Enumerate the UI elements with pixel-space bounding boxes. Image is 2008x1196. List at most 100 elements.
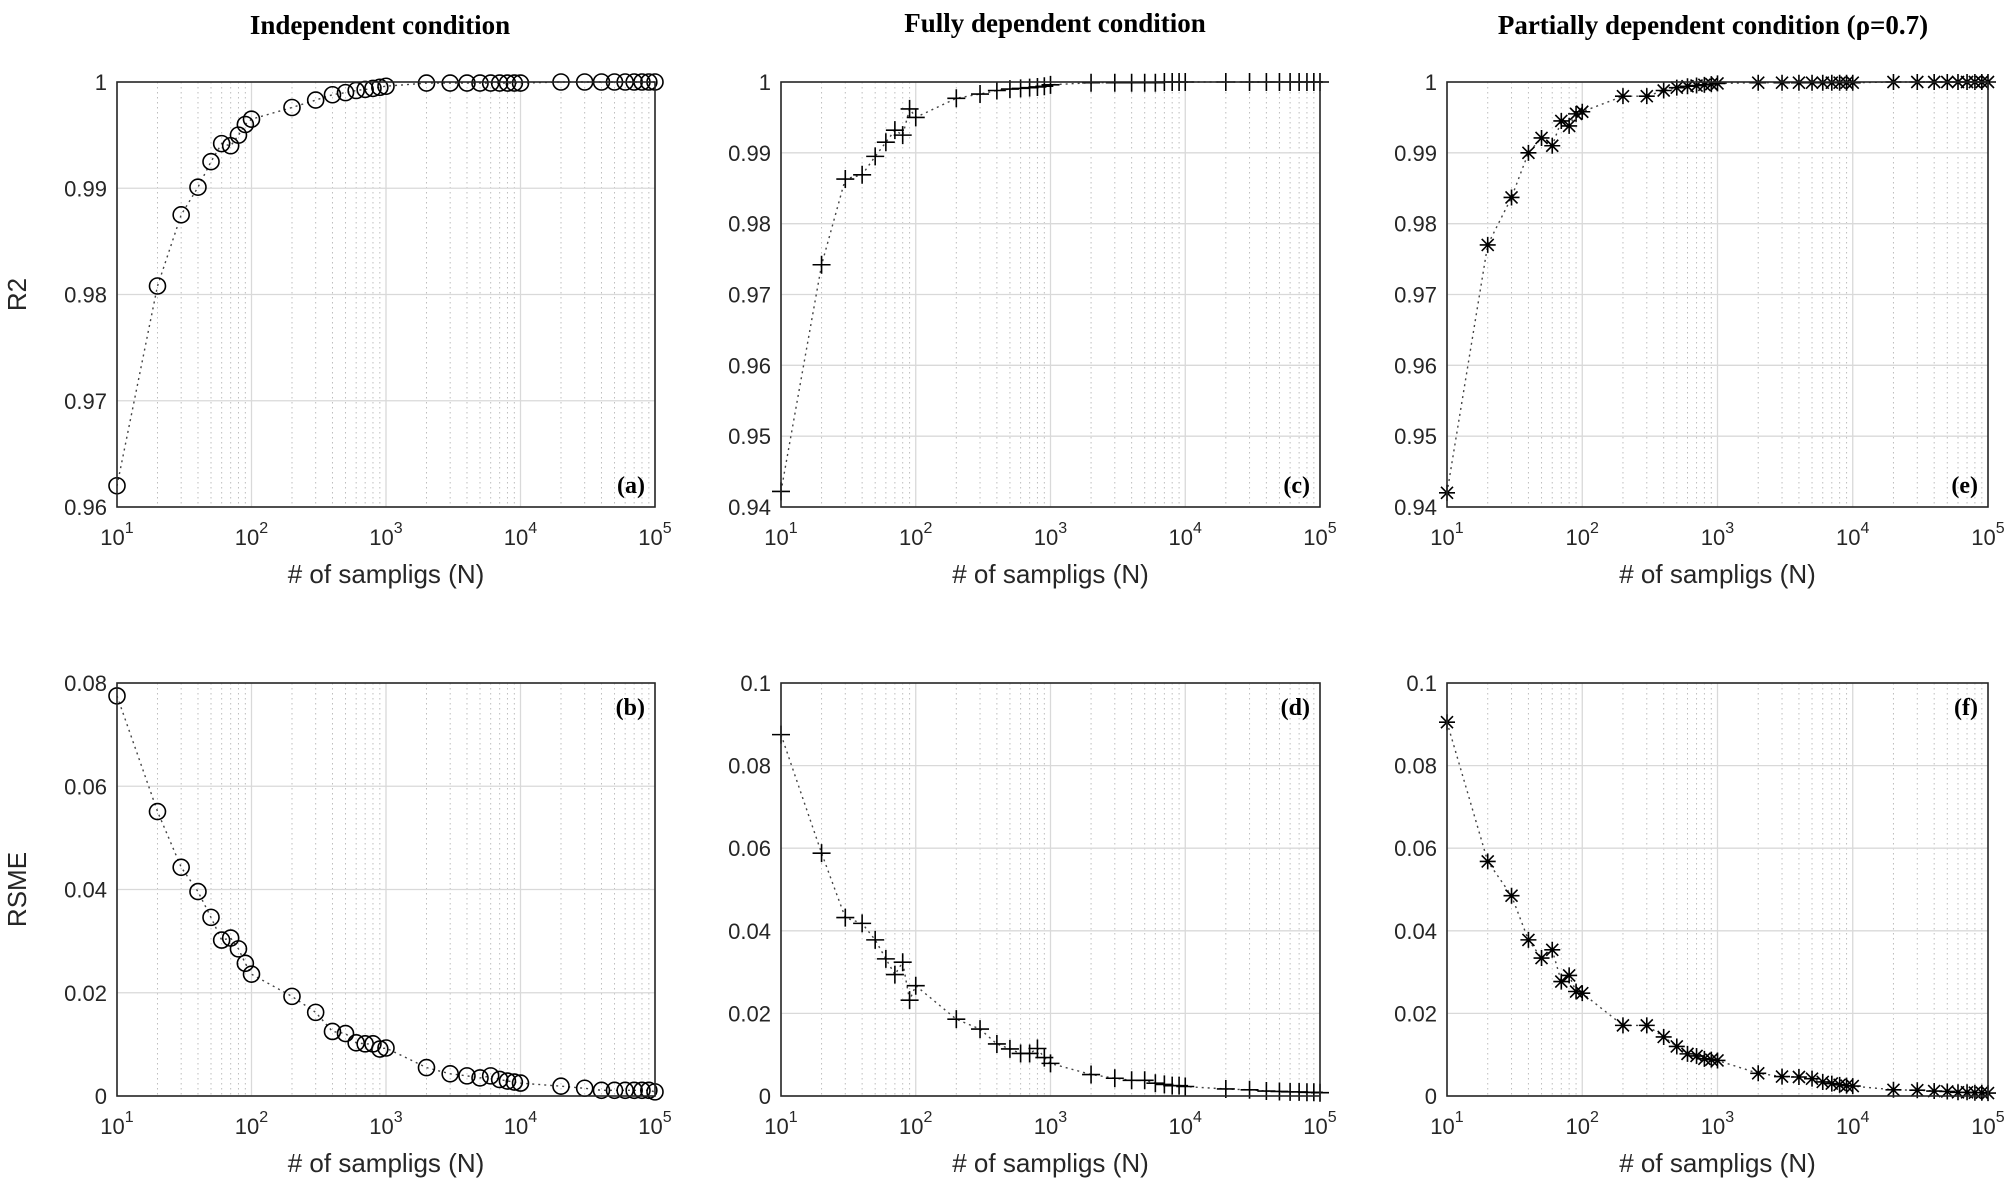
- data-point-a: [189, 178, 207, 196]
- x-tick-exponent: 5: [1328, 520, 1337, 537]
- x-tick-exponent: 3: [1058, 520, 1067, 537]
- data-point-f: [1774, 1068, 1791, 1085]
- data-point-d: [836, 908, 855, 927]
- data-point-d: [971, 1020, 990, 1039]
- data-point-f: [1533, 950, 1550, 967]
- x-tick-label: 104: [1836, 1109, 1869, 1139]
- data-point-a: [417, 74, 436, 92]
- data-point-f: [1703, 1051, 1720, 1068]
- x-axis-label: # of sampligs (N): [952, 1148, 1149, 1178]
- data-point-f: [1696, 1050, 1713, 1067]
- y-axis-label: R2: [2, 278, 32, 311]
- axes-box-b: [116, 682, 656, 1097]
- x-tick-base: 10: [1971, 525, 1995, 550]
- x-tick-base: 10: [1566, 1114, 1590, 1139]
- data-point-b: [441, 1065, 459, 1083]
- axes-box-d: [780, 682, 1321, 1097]
- x-tick-exponent: 2: [259, 520, 268, 537]
- data-point-f: [1790, 1069, 1807, 1085]
- data-point-b: [371, 1040, 389, 1058]
- data-point-e: [1638, 88, 1655, 105]
- x-tick-base: 10: [100, 525, 124, 550]
- x-tick-base: 10: [504, 525, 528, 550]
- data-point-a: [221, 136, 240, 155]
- x-tick-exponent: 5: [663, 520, 672, 537]
- data-point-a: [511, 74, 530, 92]
- x-tick-base: 10: [235, 1114, 259, 1139]
- data-point-f: [1823, 1075, 1840, 1092]
- y-tick-label: 0.1: [740, 671, 771, 696]
- y-tick-label: 0.06: [728, 836, 771, 861]
- x-tick-base: 10: [504, 1114, 528, 1139]
- y-tick-label: 0.99: [1394, 141, 1437, 166]
- data-point-b: [202, 908, 220, 927]
- x-tick-exponent: 1: [125, 1109, 134, 1126]
- data-point-e: [1568, 105, 1585, 122]
- x-tick-base: 10: [1701, 525, 1725, 550]
- data-point-b: [640, 1081, 658, 1100]
- x-tick-base: 10: [1430, 525, 1454, 550]
- y-tick-label: 0.04: [64, 878, 107, 903]
- data-point-c: [947, 89, 966, 108]
- x-tick-base: 10: [899, 525, 923, 550]
- y-tick-label: 0.95: [1394, 424, 1437, 449]
- y-tick-label: 0: [759, 1084, 771, 1109]
- data-point-d: [1020, 1044, 1039, 1063]
- y-tick-label: 0.08: [1394, 754, 1437, 779]
- data-point-f: [1638, 1017, 1655, 1034]
- data-point-d: [1216, 1079, 1235, 1098]
- data-point-e: [1574, 103, 1591, 120]
- data-point-b: [552, 1077, 570, 1095]
- x-tick-label: 103: [1034, 1109, 1067, 1139]
- data-point-c: [1041, 75, 1060, 94]
- x-tick-label: 101: [764, 1109, 797, 1139]
- x-tick-exponent: 1: [789, 520, 798, 537]
- data-point-f: [1949, 1084, 1966, 1101]
- data-point-a: [490, 74, 509, 92]
- x-tick-exponent: 5: [1996, 1109, 2005, 1126]
- x-tick-exponent: 2: [1590, 520, 1599, 537]
- data-point-a: [148, 277, 167, 295]
- data-point-d: [1028, 1039, 1047, 1058]
- x-tick-exponent: 3: [394, 1109, 403, 1126]
- axes-box-f: [1446, 682, 1989, 1097]
- data-point-d: [812, 844, 831, 863]
- data-point-c: [906, 108, 925, 127]
- x-tick-label: 102: [1566, 520, 1599, 550]
- data-point-e: [1614, 88, 1631, 105]
- panel-tag-f: (f): [1954, 695, 1978, 721]
- y-tick-label: 0.94: [728, 495, 771, 520]
- x-tick-label: 104: [1169, 1109, 1202, 1139]
- data-point-d: [1155, 1075, 1174, 1094]
- x-tick-exponent: 1: [789, 1109, 798, 1126]
- data-point-b: [236, 954, 255, 973]
- x-tick-base: 10: [1169, 1114, 1193, 1139]
- x-tick-base: 10: [764, 525, 788, 550]
- data-point-f: [1814, 1073, 1831, 1090]
- y-tick-label: 0.97: [728, 283, 771, 308]
- data-point-a: [212, 134, 231, 153]
- data-point-c: [885, 121, 904, 140]
- column-title-fully-dependent: Fully dependent condition: [904, 8, 1206, 38]
- x-tick-label: 102: [899, 1109, 932, 1139]
- y-tick-label: 0.97: [64, 389, 107, 414]
- data-point-f: [1909, 1082, 1926, 1099]
- x-tick-label: 102: [899, 520, 932, 550]
- data-point-b: [592, 1081, 611, 1100]
- data-point-f: [1844, 1078, 1861, 1095]
- y-tick-label: 0.96: [64, 495, 107, 520]
- data-point-c: [893, 126, 912, 145]
- axes-box-e: [1446, 81, 1989, 508]
- x-tick-label: 105: [1971, 520, 2004, 550]
- data-point-b: [511, 1074, 530, 1092]
- data-point-a: [371, 78, 389, 97]
- data-point-b: [417, 1058, 436, 1077]
- data-point-b: [625, 1081, 643, 1100]
- y-axis-label: RSME: [2, 852, 32, 927]
- data-point-e: [1709, 75, 1726, 92]
- data-point-a: [364, 79, 382, 98]
- data-point-a: [441, 74, 459, 92]
- y-tick-label: 0.04: [1394, 919, 1437, 944]
- x-tick-base: 10: [1971, 1114, 1995, 1139]
- x-tick-label: 105: [638, 1109, 671, 1139]
